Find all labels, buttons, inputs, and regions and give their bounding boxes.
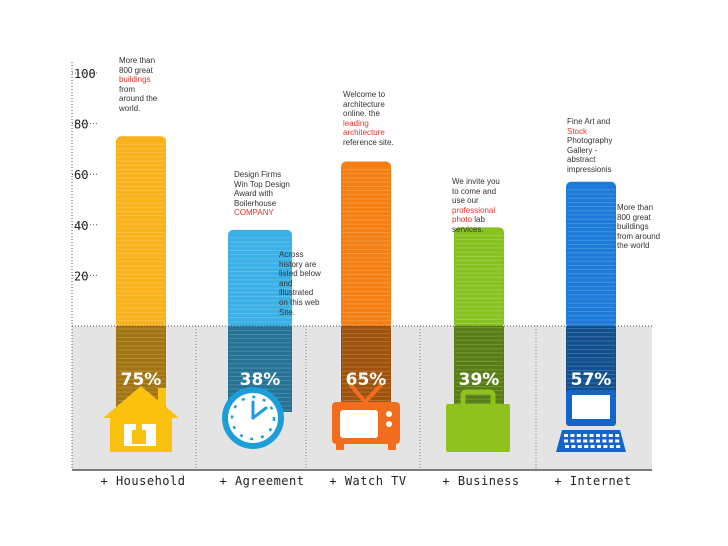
note-agreement: Design Firms Win Top Design Award with B…: [234, 170, 290, 218]
y-tick-label-60: 60: [74, 168, 88, 182]
icons-group: [103, 382, 626, 452]
note-internet: Fine Art and Stock Photography Gallery -…: [567, 117, 613, 174]
note-internet-side: More than 800 great buildings from aroun…: [617, 203, 661, 251]
bar-business: [454, 227, 504, 413]
briefcase-icon: [446, 389, 510, 452]
bar-value-label-household: 75%: [121, 370, 162, 390]
y-tick-label-40: 40: [74, 219, 88, 233]
y-tick-label-100: 100: [74, 67, 96, 81]
tv-icon: [332, 382, 400, 450]
clock-icon: [222, 387, 284, 449]
labels-group: 75% + Household 38% + Agreement 65% + Watch T…: [101, 370, 632, 488]
bar-value-label-agreement: 38%: [240, 370, 281, 390]
bar-household: [116, 136, 166, 412]
bar-value-label-business: 39%: [459, 370, 500, 390]
category-label-household: + Household: [101, 474, 186, 488]
category-label-agreement: + Agreement: [220, 474, 305, 488]
note-business: We invite you to come and use our profes…: [452, 177, 500, 234]
bar-internet: [566, 181, 616, 412]
y-tick-label-20: 20: [74, 269, 88, 283]
note-watchtv: Welcome to architecture online. the lead…: [343, 90, 394, 147]
category-label-internet: + Internet: [554, 474, 631, 488]
note-agreement-side: Across history are listed below and illu…: [279, 250, 321, 317]
bar-value-label-internet: 57%: [571, 370, 612, 390]
bar-value-label-watchtv: 65%: [346, 370, 387, 390]
note-household: More than 800 great buildings from aroun…: [119, 56, 158, 113]
bars-group: [116, 136, 616, 413]
category-label-business: + Business: [442, 474, 519, 488]
house-icon: [103, 386, 179, 452]
computer-icon: [556, 390, 626, 452]
category-label-watchtv: + Watch TV: [329, 474, 406, 488]
y-tick-label-80: 80: [74, 118, 88, 132]
bar-watchtv: [341, 161, 391, 412]
axes-group: 100 80 60 40 20: [71, 62, 652, 471]
